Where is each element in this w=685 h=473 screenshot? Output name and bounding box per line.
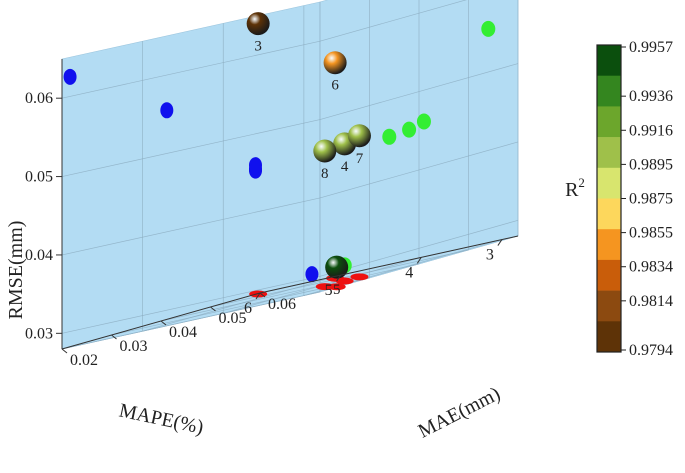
rmse-tick-label: 0.06	[25, 90, 53, 107]
colorbar-segment	[597, 75, 621, 107]
model-point-3	[246, 12, 270, 36]
colorbar-tick-label: 0.9834	[629, 259, 673, 276]
model-points: 3 4 5 6 7 8	[246, 12, 371, 298]
colorbar-tick-label: 0.9875	[629, 191, 673, 208]
mae-tick	[111, 334, 117, 340]
colorbar-segment	[597, 321, 621, 353]
projection-point-mape-mae	[350, 273, 369, 281]
projection-point-mape-rmse	[305, 266, 319, 283]
model-point-label: 8	[321, 166, 329, 182]
colorbar-tick-label: 0.9794	[629, 342, 673, 359]
colorbar-segment	[597, 137, 621, 169]
rmse-tick-label: 0.04	[25, 247, 53, 264]
grid-line-rmse-back	[319, 141, 519, 199]
projection-point-mae-rmse	[402, 121, 417, 138]
mae-tick-label: 0.02	[70, 352, 98, 369]
rmse-axis-title: RMSE(mm)	[5, 221, 27, 320]
colorbar: 0.9957 0.9936 0.9916 0.9895 0.9875 0.9855 0.98…	[565, 39, 673, 359]
projection-point-mape-rmse	[160, 102, 174, 119]
mae-tick	[210, 306, 216, 312]
projection-points	[63, 20, 496, 298]
model-point-6	[323, 51, 347, 75]
grid-line-rmse-back	[319, 219, 519, 277]
model-point-label: 6	[331, 78, 339, 94]
colorbar-tick-label: 0.9855	[629, 225, 673, 242]
mape-tick	[416, 257, 422, 264]
model-point-5	[325, 255, 349, 279]
grid-line-mae-floor	[61, 291, 321, 350]
colorbar-segment	[597, 45, 621, 76]
mape-tick	[336, 274, 342, 282]
mape-tick	[255, 292, 261, 300]
mae-axis-title: MAE(mm)	[415, 383, 504, 443]
mae-tick-label: 0.06	[268, 296, 296, 313]
colorbar-tick-label: 0.9895	[629, 156, 673, 173]
mape-tick-label: 5	[325, 282, 333, 299]
projection-point-mae-rmse	[416, 113, 431, 130]
grid-line-rmse-left	[61, 40, 321, 99]
colorbar-segment	[597, 229, 621, 261]
colorbar-tick-label: 0.9936	[629, 88, 673, 105]
rmse-tick-label: 0.03	[25, 325, 53, 342]
mae-tick	[259, 292, 266, 298]
projection-point-mae-rmse	[382, 128, 397, 145]
colorbar-segment	[597, 106, 621, 138]
mae-axis-line	[259, 235, 519, 294]
mae-tick-label: 0.03	[120, 338, 148, 355]
rmse-tick-label: 0.05	[25, 169, 53, 186]
grid-line-rmse-back	[319, 0, 467, 42]
colorbar-title: R2	[565, 175, 585, 201]
mape-tick-label: 6	[244, 300, 252, 317]
colorbar-tick-label: 0.9814	[629, 293, 673, 310]
grid-line-rmse-left	[61, 197, 321, 256]
mae-tick-label: 0.04	[169, 324, 197, 341]
colorbar-segment	[597, 259, 621, 291]
colorbar-segment	[597, 167, 621, 199]
colorbar-segment	[597, 198, 621, 230]
mape-axis-title: MAPE(%)	[117, 399, 205, 438]
mae-tick	[61, 348, 68, 354]
grid-line-mae-floor	[160, 263, 420, 322]
model-point-label: 3	[254, 39, 262, 55]
grid-line-rmse-left	[61, 119, 321, 177]
model-point-label: 7	[356, 151, 364, 167]
model-point-7	[347, 124, 371, 148]
colorbar-segment	[597, 290, 621, 322]
projection-point-mae-rmse	[481, 20, 496, 37]
mape-tick-label: 3	[486, 247, 494, 264]
grid-line-rmse-back	[319, 63, 519, 120]
mape-tick	[497, 239, 503, 246]
mape-tick-label: 4	[405, 264, 413, 281]
grid-line-rmse-left	[61, 275, 321, 334]
colorbar-tick-label: 0.9916	[629, 122, 673, 139]
projection-point-mape-mae	[315, 283, 334, 291]
model-point-label: 4	[341, 159, 349, 175]
mae-tick-label: 0.05	[219, 310, 247, 327]
model-point-8	[313, 139, 337, 163]
model-point-label: 5	[333, 282, 341, 298]
projection-point-mape-rmse	[63, 68, 77, 85]
mae-tick	[160, 320, 167, 326]
projection-point-mape-rmse	[249, 157, 262, 174]
colorbar-tick-label: 0.9957	[629, 39, 673, 56]
